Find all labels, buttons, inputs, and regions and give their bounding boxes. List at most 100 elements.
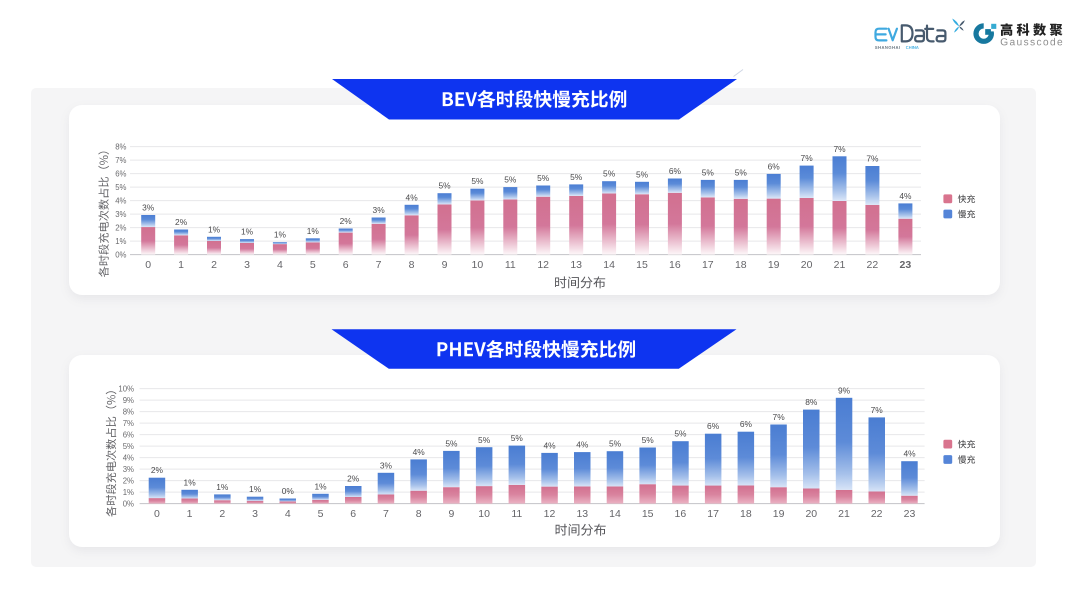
svg-text:3%: 3% xyxy=(115,210,126,219)
svg-text:8: 8 xyxy=(416,508,422,520)
svg-text:0%: 0% xyxy=(115,250,126,259)
svg-text:9: 9 xyxy=(442,259,448,271)
svg-text:4%: 4% xyxy=(576,440,589,450)
svg-text:5%: 5% xyxy=(702,167,715,177)
svg-text:6%: 6% xyxy=(669,166,682,176)
svg-text:5%: 5% xyxy=(115,183,126,192)
svg-text:11: 11 xyxy=(511,508,522,520)
svg-text:3: 3 xyxy=(252,508,258,520)
svg-text:9%: 9% xyxy=(123,396,134,405)
svg-text:2%: 2% xyxy=(340,216,353,226)
svg-text:3%: 3% xyxy=(123,465,134,474)
svg-text:7: 7 xyxy=(376,259,382,271)
svg-text:16: 16 xyxy=(675,508,687,520)
svg-text:6: 6 xyxy=(350,508,356,520)
svg-text:5%: 5% xyxy=(674,429,687,439)
svg-text:1%: 1% xyxy=(115,237,126,246)
svg-text:7%: 7% xyxy=(115,156,126,165)
svg-text:5: 5 xyxy=(310,259,316,271)
svg-text:5%: 5% xyxy=(471,176,484,186)
svg-text:8: 8 xyxy=(409,259,415,271)
svg-text:2%: 2% xyxy=(151,465,164,475)
svg-text:0: 0 xyxy=(154,508,160,520)
svg-text:7%: 7% xyxy=(773,412,786,422)
svg-text:23: 23 xyxy=(900,259,912,271)
svg-text:6%: 6% xyxy=(707,421,720,431)
svg-text:1%: 1% xyxy=(241,227,254,237)
svg-text:23: 23 xyxy=(904,508,916,520)
svg-text:15: 15 xyxy=(642,508,654,520)
svg-text:9%: 9% xyxy=(838,385,851,395)
svg-text:6%: 6% xyxy=(115,169,126,178)
svg-text:5%: 5% xyxy=(478,435,491,445)
svg-text:4: 4 xyxy=(277,259,283,271)
svg-text:3%: 3% xyxy=(373,205,386,215)
svg-text:14: 14 xyxy=(609,508,621,520)
svg-text:4%: 4% xyxy=(123,453,134,462)
svg-text:7%: 7% xyxy=(871,405,884,415)
svg-text:13: 13 xyxy=(576,508,588,520)
svg-text:6: 6 xyxy=(343,259,349,271)
svg-text:11: 11 xyxy=(505,259,516,271)
svg-text:5%: 5% xyxy=(636,169,649,179)
svg-text:1%: 1% xyxy=(184,477,197,487)
svg-text:7%: 7% xyxy=(801,153,814,163)
svg-text:2: 2 xyxy=(219,508,225,520)
svg-text:21: 21 xyxy=(834,259,846,271)
svg-text:6%: 6% xyxy=(123,430,134,439)
svg-text:4%: 4% xyxy=(903,449,916,459)
svg-text:5: 5 xyxy=(318,508,324,520)
svg-text:5%: 5% xyxy=(445,438,458,448)
svg-text:4: 4 xyxy=(285,508,291,520)
svg-text:1%: 1% xyxy=(208,224,221,234)
svg-text:2%: 2% xyxy=(175,217,188,227)
svg-text:5%: 5% xyxy=(609,439,622,449)
svg-text:3: 3 xyxy=(244,259,250,271)
svg-text:15: 15 xyxy=(636,259,648,271)
svg-text:4%: 4% xyxy=(406,192,419,202)
svg-text:8%: 8% xyxy=(115,142,126,151)
svg-text:5%: 5% xyxy=(438,181,451,191)
svg-text:20: 20 xyxy=(805,508,817,520)
svg-text:9: 9 xyxy=(448,508,454,520)
svg-text:21: 21 xyxy=(838,508,850,520)
svg-text:14: 14 xyxy=(603,259,615,271)
svg-text:13: 13 xyxy=(570,259,582,271)
svg-text:20: 20 xyxy=(801,259,813,271)
svg-text:18: 18 xyxy=(735,259,747,271)
svg-text:16: 16 xyxy=(669,259,681,271)
svg-text:12: 12 xyxy=(544,508,556,520)
svg-text:10%: 10% xyxy=(118,384,134,393)
svg-text:7%: 7% xyxy=(123,419,134,428)
svg-text:0: 0 xyxy=(145,259,151,271)
svg-text:22: 22 xyxy=(867,259,879,271)
svg-text:4%: 4% xyxy=(543,440,556,450)
svg-text:5%: 5% xyxy=(504,175,517,185)
svg-text:6%: 6% xyxy=(740,419,753,429)
svg-text:1: 1 xyxy=(178,259,184,271)
svg-text:17: 17 xyxy=(702,259,714,271)
svg-text:3%: 3% xyxy=(142,203,155,213)
svg-text:1%: 1% xyxy=(249,484,262,494)
svg-text:1%: 1% xyxy=(274,230,287,240)
svg-text:10: 10 xyxy=(472,259,484,271)
svg-text:17: 17 xyxy=(707,508,719,520)
svg-text:1%: 1% xyxy=(307,226,320,236)
svg-text:2%: 2% xyxy=(123,476,134,485)
svg-text:8%: 8% xyxy=(805,397,818,407)
svg-text:19: 19 xyxy=(768,259,780,271)
svg-text:5%: 5% xyxy=(570,172,583,182)
svg-text:1: 1 xyxy=(187,508,193,520)
svg-text:2%: 2% xyxy=(347,474,360,484)
svg-text:2: 2 xyxy=(211,259,217,271)
svg-text:4%: 4% xyxy=(899,191,912,201)
svg-text:1%: 1% xyxy=(314,481,327,491)
svg-text:5%: 5% xyxy=(603,169,616,179)
svg-text:19: 19 xyxy=(773,508,785,520)
svg-text:7: 7 xyxy=(383,508,389,520)
svg-text:0%: 0% xyxy=(123,499,134,508)
svg-text:1%: 1% xyxy=(123,488,134,497)
svg-text:5%: 5% xyxy=(537,173,550,183)
svg-text:12: 12 xyxy=(537,259,549,271)
svg-text:3%: 3% xyxy=(380,460,393,470)
